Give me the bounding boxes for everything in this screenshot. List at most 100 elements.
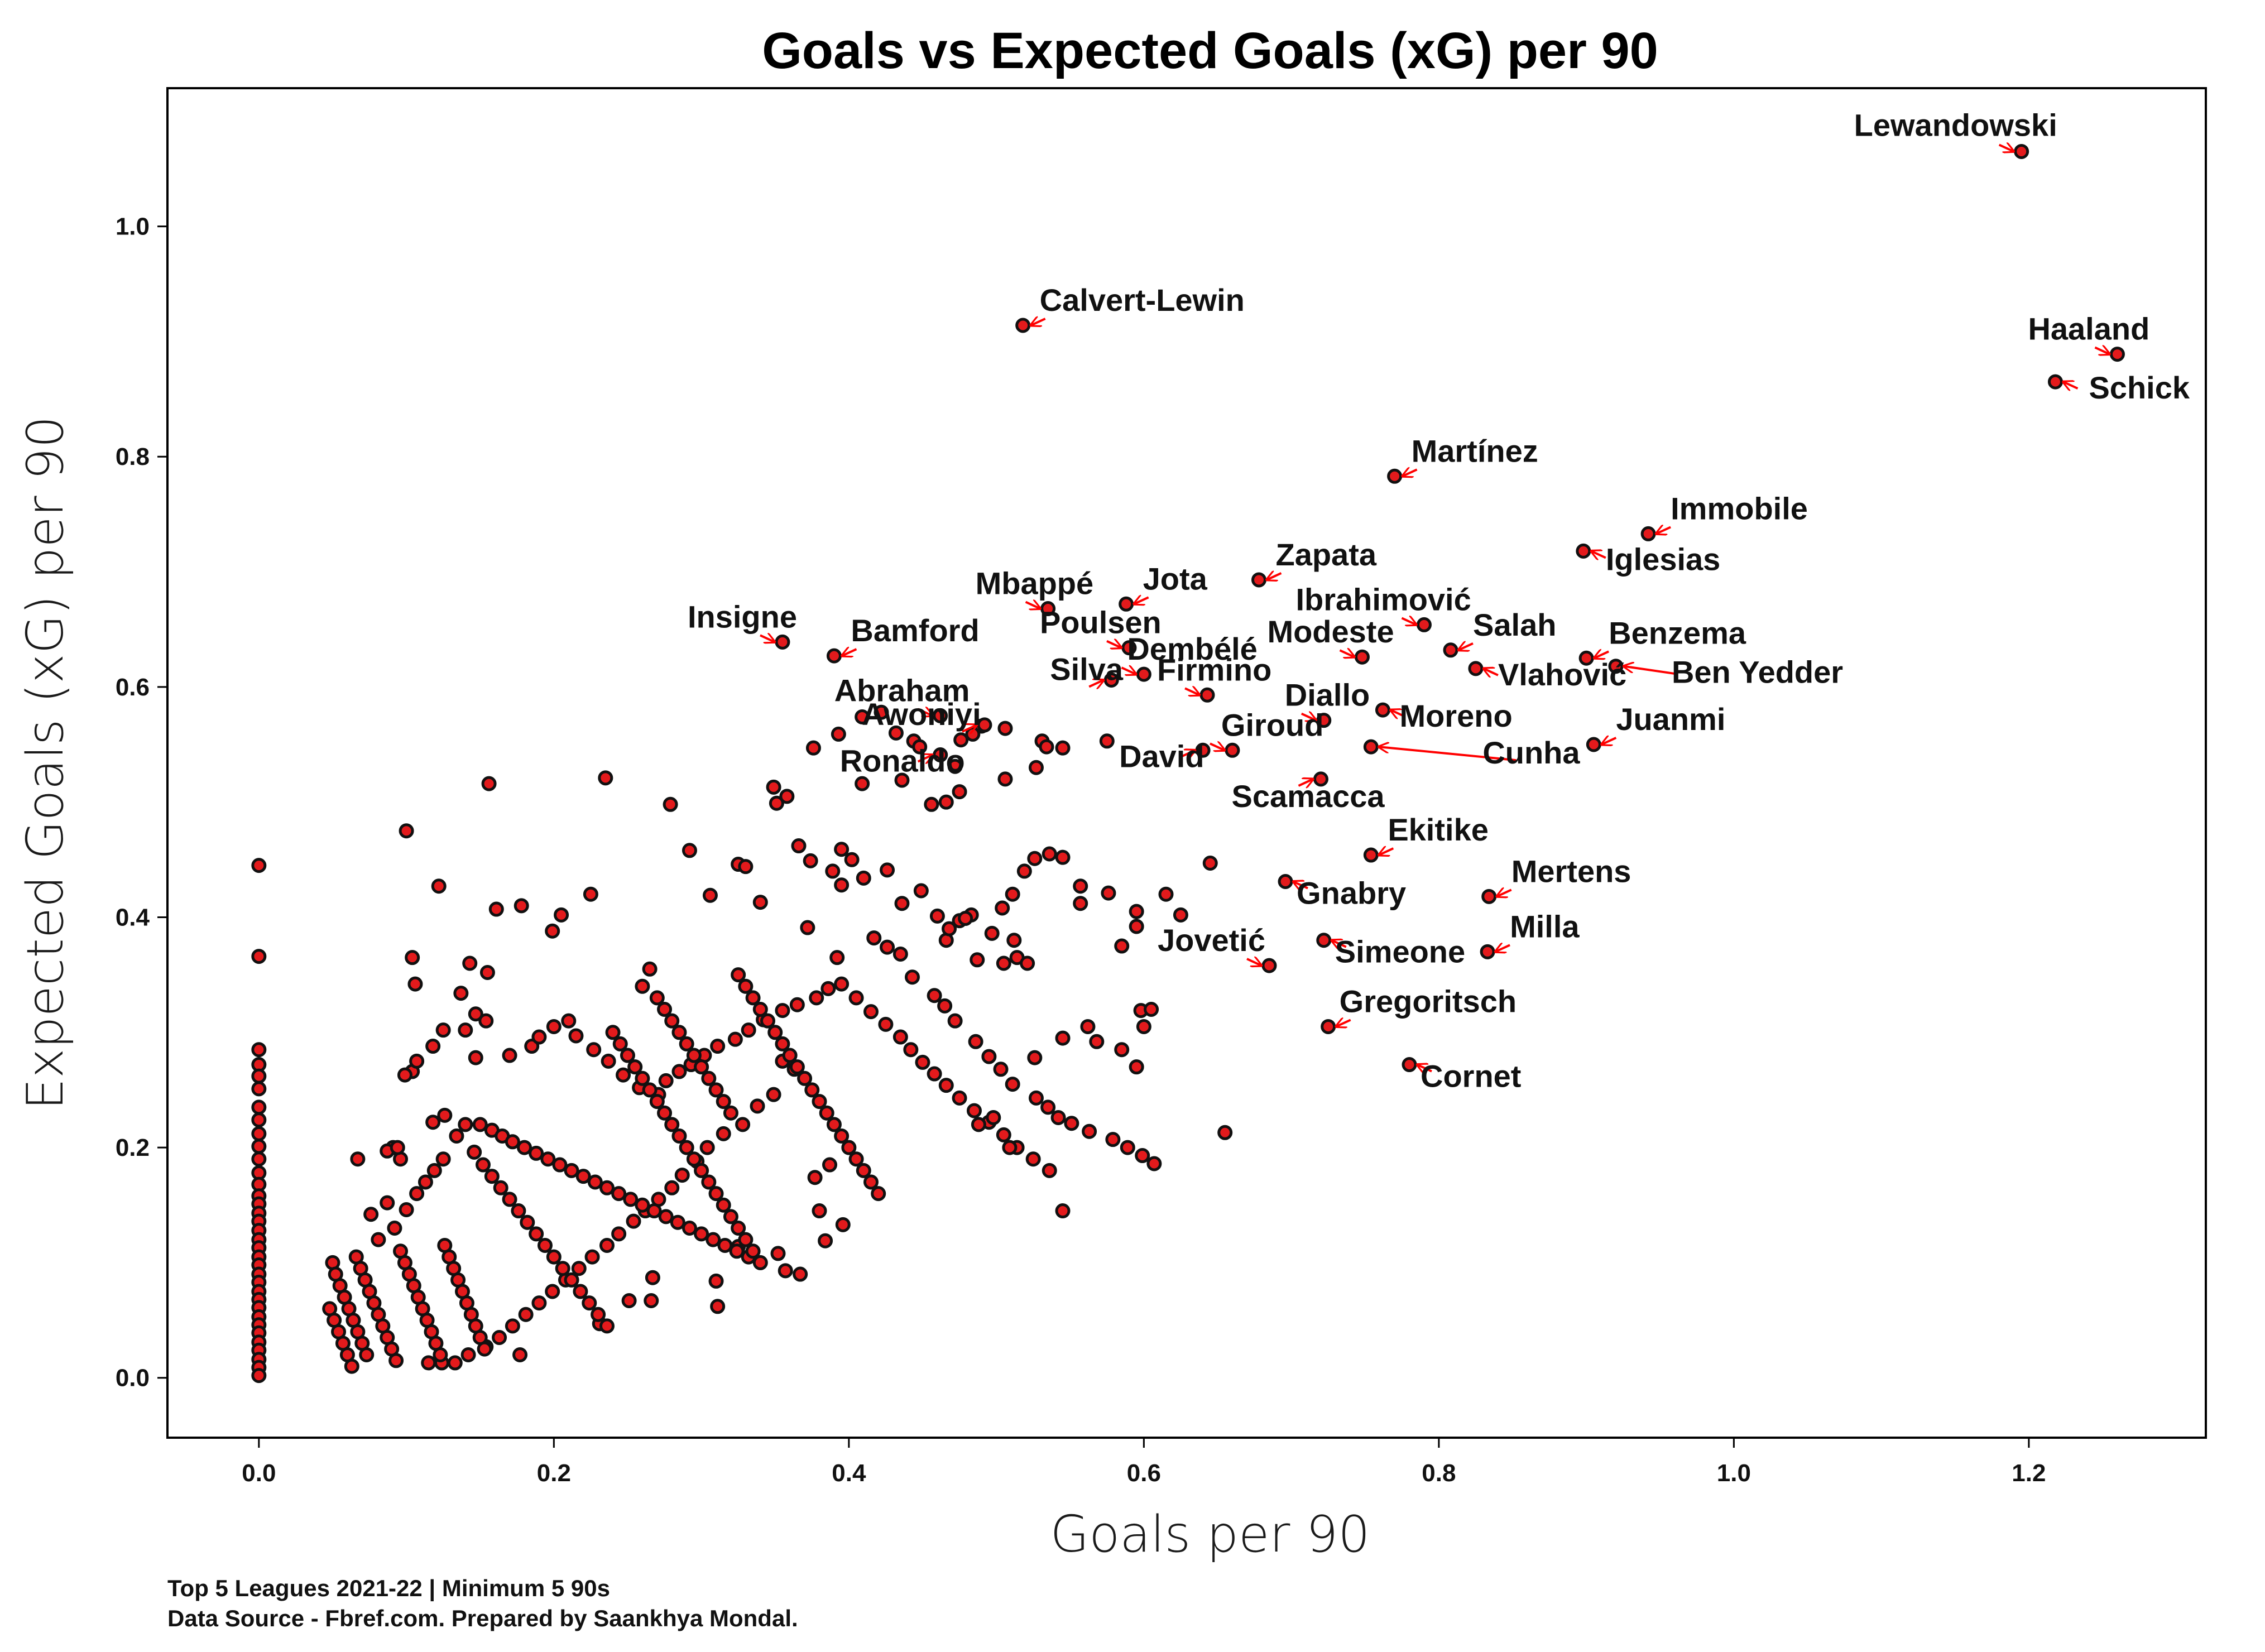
data-point <box>804 1082 820 1098</box>
data-point <box>775 1036 790 1051</box>
data-point <box>251 858 267 873</box>
data-point <box>468 1050 483 1065</box>
data-point <box>627 1059 643 1075</box>
data-point <box>546 1249 562 1265</box>
data-point <box>717 1237 733 1253</box>
label-arrow <box>1266 573 1282 580</box>
data-point <box>575 1169 591 1184</box>
data-point <box>1199 687 1215 703</box>
data-point <box>812 1094 827 1110</box>
data-point <box>953 732 969 748</box>
label-arrow <box>1339 650 1354 657</box>
data-point <box>1089 1034 1105 1049</box>
data-point <box>1375 702 1390 718</box>
data-point <box>766 779 781 795</box>
data-point <box>512 1347 528 1362</box>
x-tick-label: 0.6 <box>1127 1459 1161 1487</box>
data-point <box>855 709 870 724</box>
data-point <box>626 1213 641 1229</box>
plot-frame <box>166 87 2207 1439</box>
data-point <box>484 1169 500 1184</box>
data-point <box>505 1318 520 1334</box>
data-point <box>649 990 665 1006</box>
label-arrow <box>1484 669 1499 675</box>
data-point <box>819 1105 834 1121</box>
data-point <box>531 1029 547 1045</box>
data-point <box>710 1039 726 1054</box>
data-point <box>971 1117 986 1132</box>
label-arrow <box>962 725 977 732</box>
data-point <box>418 1174 433 1190</box>
footer-line-2: Data Source - Fbref.com. Prepared by Saa… <box>167 1605 798 1631</box>
label-arrow <box>842 649 857 656</box>
label-arrow <box>1184 688 1199 695</box>
data-point <box>1055 740 1071 756</box>
data-point <box>1135 1148 1150 1164</box>
data-point <box>947 1013 963 1029</box>
data-point <box>1129 919 1144 934</box>
data-point <box>582 1295 597 1311</box>
y-tick-label: 0.2 <box>116 1134 150 1161</box>
player-label: Ibrahimović <box>1295 582 1471 617</box>
data-point <box>1042 1163 1057 1178</box>
data-point <box>809 990 824 1006</box>
player-labels: Lewandowski Haaland Schick Calvert-Lewin Mar… <box>688 107 2190 1093</box>
data-point <box>564 1272 579 1288</box>
data-point <box>1251 572 1266 588</box>
data-point <box>831 726 846 742</box>
data-point <box>986 1110 1001 1125</box>
data-point <box>871 1186 886 1202</box>
player-label: Salah <box>1473 607 1556 642</box>
data-point <box>1144 1002 1159 1017</box>
data-point <box>892 946 908 962</box>
data-point <box>716 1197 731 1213</box>
data-point <box>929 908 945 924</box>
data-point <box>981 1049 997 1064</box>
data-point <box>529 1226 544 1242</box>
data-point <box>644 1293 659 1308</box>
data-point <box>791 838 807 854</box>
data-point <box>760 1013 776 1029</box>
data-point <box>834 1128 850 1144</box>
data-point <box>927 988 942 1003</box>
data-point <box>699 1140 715 1155</box>
x-tick-label: 0.4 <box>832 1459 866 1487</box>
label-arrow <box>917 755 933 762</box>
data-point <box>834 877 850 893</box>
data-point <box>363 1207 379 1222</box>
data-point <box>2109 347 2125 362</box>
data-point <box>611 1186 627 1202</box>
data-point <box>1443 642 1458 658</box>
player-label: David <box>1119 738 1204 774</box>
data-point <box>1278 874 1293 890</box>
data-point <box>805 740 821 756</box>
data-point <box>1005 1077 1020 1092</box>
data-point <box>663 796 678 812</box>
data-point <box>741 1022 756 1038</box>
data-point <box>1016 863 1032 879</box>
data-point <box>478 1013 494 1029</box>
data-point <box>710 1299 726 1314</box>
data-point <box>584 1249 600 1265</box>
data-point <box>251 1042 267 1058</box>
data-point <box>686 1048 702 1063</box>
data-point <box>426 1163 442 1178</box>
data-point <box>671 1128 687 1144</box>
data-point <box>1217 1125 1233 1140</box>
x-tick-label: 0.2 <box>537 1459 571 1487</box>
data-point <box>738 1232 754 1247</box>
data-point <box>564 1163 579 1178</box>
data-point <box>913 883 929 899</box>
player-label: Ekitike <box>1388 812 1489 847</box>
data-point <box>803 853 818 868</box>
data-point <box>701 1174 717 1190</box>
data-point <box>880 862 895 878</box>
data-point <box>635 1197 650 1213</box>
data-point <box>458 1022 473 1038</box>
data-point <box>966 1103 982 1118</box>
y-tick-label: 0.8 <box>116 443 150 470</box>
player-label: Immobile <box>1671 491 1808 526</box>
data-point <box>767 1025 783 1040</box>
data-point <box>942 921 957 937</box>
data-point <box>251 1139 267 1154</box>
